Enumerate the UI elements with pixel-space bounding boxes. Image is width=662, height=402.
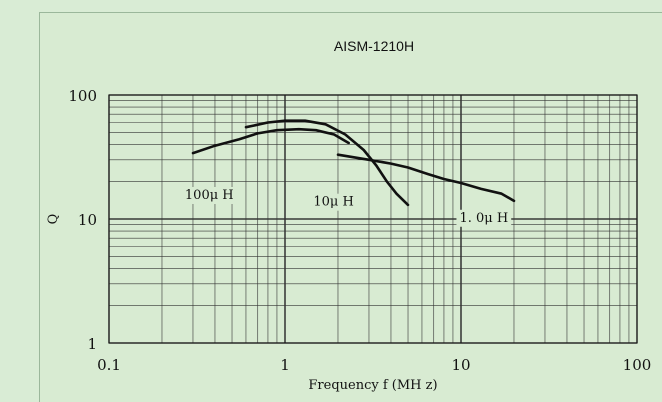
y-tick-label: 10 — [78, 211, 97, 229]
series-label-background — [456, 209, 512, 227]
series-label-background — [181, 186, 237, 204]
series-curves — [191, 119, 516, 207]
chart-panel: 100μ H 10μ H 1. 0μ H 0.1 1 10 100 1 10 100 AISM-… — [39, 12, 662, 402]
x-tick-label: 100 — [623, 356, 652, 374]
series-line-1 — [191, 127, 351, 155]
series-label-background — [310, 193, 357, 211]
series-label-text: 1. 0μ H — [459, 211, 508, 226]
series-label-3: 1. 0μ H — [456, 209, 512, 227]
x-tick-label: 1 — [280, 356, 290, 374]
plot-area-border — [108, 94, 638, 344]
series-label-2: 10μ H — [310, 193, 357, 211]
y-tick-label: 1 — [87, 335, 97, 353]
x-tick-label: 0.1 — [97, 356, 121, 374]
x-axis-label: Frequency f (MH z) — [308, 378, 437, 393]
series-label-text: 10μ H — [313, 195, 353, 210]
y-tick-label: 100 — [68, 87, 97, 105]
series-line-2 — [244, 119, 410, 207]
y-axis-label: Q — [46, 214, 61, 225]
series-line-3 — [336, 153, 516, 203]
x-tick-label: 10 — [451, 356, 470, 374]
series-label-1: 100μ H — [181, 186, 237, 204]
series-label-text: 100μ H — [185, 188, 234, 203]
chart-title: AISM-1210H — [334, 38, 414, 54]
series-labels: 100μ H 10μ H 1. 0μ H — [181, 186, 512, 227]
grid — [108, 94, 638, 344]
